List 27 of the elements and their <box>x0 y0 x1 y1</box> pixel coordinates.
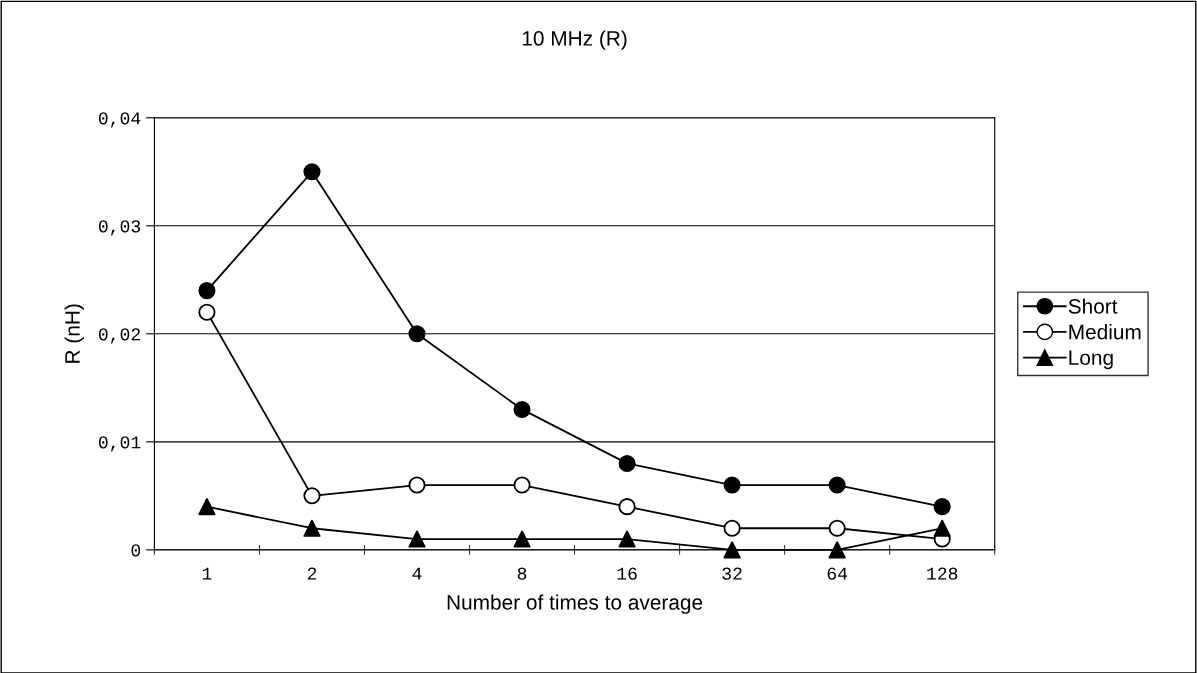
x-tick-label: 2 <box>307 567 317 580</box>
point <box>198 498 216 516</box>
legend-label: Short <box>1068 298 1118 314</box>
x-axis-title: Number of times to average <box>447 594 703 614</box>
legend-label: Long <box>1069 350 1113 370</box>
x-tick-label: 4 <box>412 567 422 580</box>
y-tick-label: 0,02 <box>98 328 140 344</box>
chart-title: 10 MHz (R) <box>522 30 627 50</box>
legend-label: Medium <box>1069 324 1141 340</box>
x-tick-label: 128 <box>927 567 958 580</box>
y-tick-label: 0,01 <box>98 436 141 452</box>
point <box>828 541 846 559</box>
point <box>933 519 951 537</box>
point <box>723 541 741 559</box>
y-tick-label: 0 <box>131 544 141 557</box>
point <box>303 519 321 537</box>
y-tick-label: 0,04 <box>98 112 141 128</box>
y-axis-title: R (nH) <box>64 304 84 363</box>
point <box>513 530 531 548</box>
point <box>618 530 636 548</box>
x-tick-label: 16 <box>617 567 637 580</box>
point <box>408 530 426 548</box>
y-tick-label: 0,03 <box>98 220 141 236</box>
x-tick-label: 32 <box>722 567 742 580</box>
x-tick-label: 64 <box>827 567 848 580</box>
x-tick-label: 1 <box>202 567 212 580</box>
x-tick-label: 8 <box>517 567 527 580</box>
